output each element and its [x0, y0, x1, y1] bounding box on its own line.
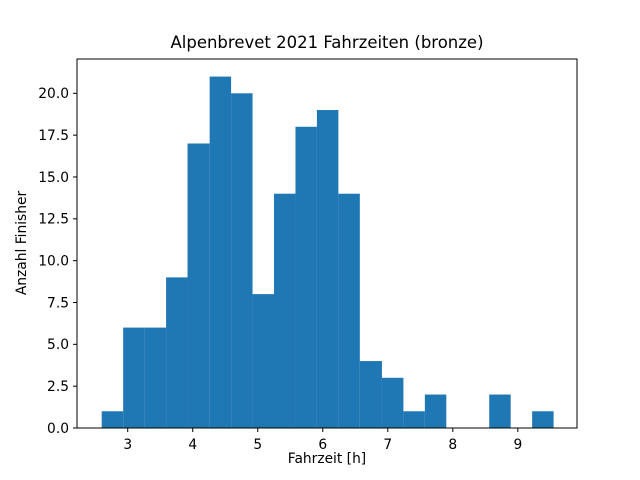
- histogram-bar: [231, 93, 253, 428]
- y-axis-label: Anzahl Finisher: [14, 191, 30, 296]
- bars-group: [101, 76, 554, 429]
- histogram-bar: [316, 110, 339, 428]
- histogram-bar: [338, 193, 360, 428]
- plot-frame: [76, 58, 578, 429]
- histogram-bar: [489, 394, 511, 428]
- histogram-bar: [187, 143, 210, 429]
- y-tick-label: 12.5: [38, 212, 69, 228]
- x-tick-label: 5: [253, 437, 262, 453]
- histogram-bar: [123, 327, 145, 428]
- y-tick-label: 17.5: [38, 128, 69, 144]
- histogram-bar: [359, 361, 382, 428]
- histogram-bar: [295, 126, 317, 428]
- histogram-bar: [274, 193, 296, 428]
- y-tick-label: 15.0: [38, 170, 69, 186]
- y-tick-label: 10.0: [38, 253, 69, 269]
- x-tick-label: 6: [318, 437, 327, 453]
- histogram-bar: [166, 277, 188, 428]
- x-tick-label: 7: [383, 437, 392, 453]
- x-tick-label: 9: [513, 437, 522, 453]
- histogram-bar: [101, 411, 124, 428]
- histogram-bar: [144, 327, 167, 428]
- x-tick-label: 8: [448, 437, 457, 453]
- y-tick-label: 20.0: [38, 86, 69, 102]
- y-tick-label: 7.5: [47, 295, 69, 311]
- y-tick-label: 5.0: [47, 337, 69, 353]
- y-tick-label: 0.0: [47, 421, 69, 437]
- x-axis-label: Fahrzeit [h]: [288, 451, 366, 467]
- chart-title: Alpenbrevet 2021 Fahrzeiten (bronze): [170, 33, 483, 52]
- ticks-group: 3 4 5 6 7 8 9 0.0 2.5 5.0 7.5 10.0 12.5 15.0 17.5 20.0: [38, 86, 522, 453]
- histogram-bar: [532, 411, 554, 428]
- x-tick-label: 3: [123, 437, 132, 453]
- y-tick-label: 2.5: [47, 379, 69, 395]
- x-tick-label: 4: [188, 437, 197, 453]
- histogram-bar: [209, 76, 232, 429]
- histogram-bar: [381, 377, 404, 428]
- histogram-bar: [252, 294, 275, 428]
- histogram-bar: [424, 394, 447, 428]
- histogram-bar: [403, 411, 425, 428]
